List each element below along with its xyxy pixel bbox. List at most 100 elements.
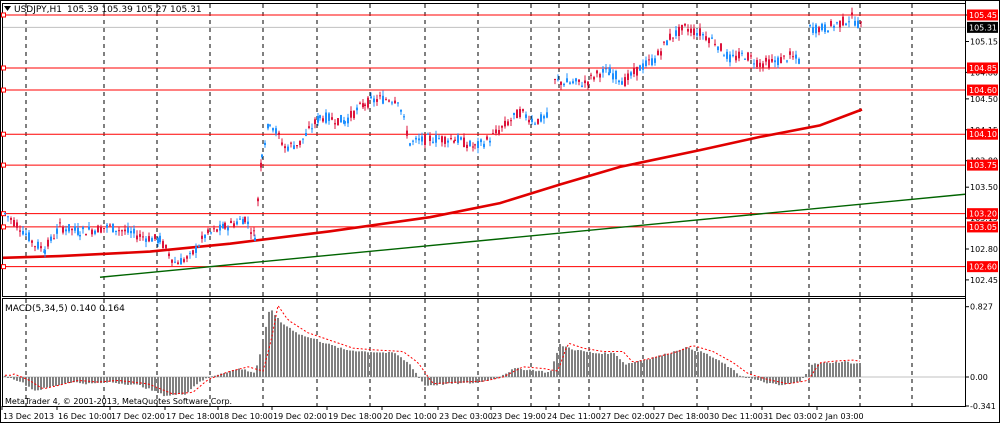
macd-bar — [187, 377, 189, 393]
macd-bar — [142, 377, 144, 388]
macd-bar — [184, 377, 186, 395]
price-tick-label: 102.80 — [970, 245, 998, 254]
macd-bar — [763, 377, 765, 383]
candle-body — [469, 140, 471, 146]
macd-bar — [220, 373, 222, 377]
macd-bar — [40, 377, 42, 390]
macd-bar — [358, 351, 360, 377]
macd-bar — [226, 372, 228, 377]
candle-body — [233, 223, 235, 227]
candle-body — [566, 78, 568, 83]
macd-bar — [73, 377, 75, 383]
macd-bar — [640, 360, 642, 377]
candle-body — [605, 68, 607, 70]
macd-bar — [706, 353, 708, 377]
candle-body — [581, 85, 583, 87]
macd-bar — [25, 377, 27, 386]
macd-bar — [829, 363, 831, 377]
level-handle[interactable] — [1, 264, 6, 270]
macd-axis: 0.827 0.00 -0.341 — [965, 303, 996, 411]
candle-body — [657, 50, 659, 56]
candle-body — [242, 219, 244, 225]
macd-bar — [361, 351, 363, 377]
macd-bar — [88, 377, 90, 384]
candle-body — [621, 81, 623, 85]
triangle-down-icon[interactable] — [4, 6, 11, 11]
candle-body — [250, 232, 252, 234]
candle-body — [729, 54, 731, 63]
candle-body — [254, 237, 256, 241]
candle-body — [224, 222, 226, 229]
horizontal-levels[interactable] — [1, 12, 966, 270]
candle-body — [684, 23, 686, 26]
macd-bar — [703, 352, 705, 377]
candle-body — [239, 218, 241, 220]
trend-lines[interactable] — [2, 108, 966, 278]
macd-bar — [49, 377, 51, 388]
candle-body — [162, 241, 164, 248]
macd-bar — [652, 357, 654, 377]
level-handle[interactable] — [1, 224, 6, 230]
candle-body — [818, 27, 820, 33]
macd-bar — [643, 359, 645, 377]
macd-bar — [205, 377, 207, 379]
level-handle[interactable] — [1, 12, 6, 18]
macd-bar — [628, 363, 630, 377]
macd-pane[interactable] — [2, 298, 966, 407]
time-label: 24 Dec 11:00 — [547, 412, 601, 421]
macd-bar — [835, 361, 837, 377]
level-handle[interactable] — [1, 65, 6, 71]
macd-bar — [760, 377, 762, 381]
candle-body — [557, 79, 559, 81]
macd-bar — [364, 351, 366, 377]
time-label: 19 Dec 18:00 — [328, 412, 382, 421]
macd-bar — [403, 360, 405, 377]
macd-bar — [313, 338, 315, 377]
candle-body — [753, 63, 755, 65]
macd-bar — [451, 377, 453, 384]
candle-body — [450, 138, 452, 139]
candle-body — [596, 70, 598, 74]
candle-body — [219, 224, 221, 231]
candle-body — [516, 109, 518, 119]
macd-bar — [844, 361, 846, 377]
candle-body — [216, 229, 218, 232]
macd-bar — [268, 311, 270, 377]
macd-bar — [370, 352, 372, 377]
candle-body — [421, 136, 423, 142]
candle-body — [593, 77, 595, 80]
candle-body — [480, 139, 482, 143]
price-tick-label: 102.45 — [970, 276, 998, 285]
macd-bar — [238, 368, 240, 377]
level-handle[interactable] — [1, 162, 6, 168]
macd-bar — [16, 377, 18, 381]
macd-bar — [481, 377, 483, 382]
macd-bar — [172, 377, 174, 395]
trend-line[interactable] — [99, 193, 966, 278]
moving-average-line[interactable] — [2, 108, 863, 260]
macd-bar — [799, 377, 801, 382]
candle-body — [370, 96, 372, 99]
macd-bar — [598, 353, 600, 377]
macd-bar — [574, 350, 576, 377]
macd-bar — [151, 377, 153, 391]
macd-bar — [472, 377, 474, 384]
macd-bar — [157, 377, 159, 393]
macd-bar — [106, 377, 108, 383]
candle-body — [708, 38, 710, 44]
candle-body — [157, 238, 159, 244]
macd-bar — [286, 326, 288, 377]
candle-body — [501, 125, 503, 128]
candle-body — [669, 33, 671, 40]
macd-bar — [478, 377, 480, 382]
candle-body — [353, 110, 355, 119]
candle-body — [765, 57, 767, 62]
candle-body — [16, 222, 18, 228]
candle-body — [100, 226, 102, 233]
candle-body — [230, 220, 232, 223]
macd-bar — [781, 377, 783, 386]
level-handle[interactable] — [1, 131, 6, 137]
candle-body — [91, 229, 93, 235]
level-handle[interactable] — [1, 87, 6, 93]
